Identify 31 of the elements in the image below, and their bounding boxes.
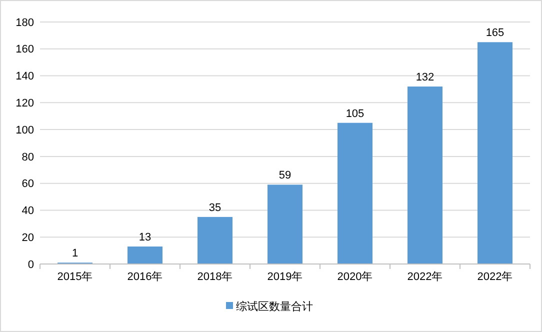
y-tick-label: 180: [16, 16, 34, 29]
y-tick-label: 140: [16, 70, 34, 83]
legend-label: 综试区数量合计: [236, 300, 313, 313]
x-tick-label: 2022年: [407, 271, 443, 283]
x-tick-label: 2022年: [477, 271, 513, 283]
x-tick-label: 2015年: [57, 271, 93, 283]
y-tick-label: 80: [22, 151, 34, 164]
y-tick-label: 40: [22, 205, 34, 218]
y-tick-label: 60: [22, 178, 34, 190]
bar: [128, 246, 162, 264]
bar: [198, 216, 232, 264]
data-label: 105: [346, 108, 364, 120]
data-label: 132: [416, 72, 434, 84]
data-label: 35: [208, 202, 222, 214]
y-tick-label: 160: [16, 44, 34, 56]
data-label: 13: [138, 232, 152, 244]
y-tick-label: 20: [22, 232, 34, 244]
bar: [478, 42, 512, 264]
x-tick-label: 2019年: [267, 271, 303, 283]
x-tick-label: 2016年: [127, 271, 163, 283]
x-tick-label: 2020年: [337, 271, 373, 283]
bar: [408, 86, 442, 264]
y-tick-label: 120: [16, 98, 34, 110]
bar: [268, 184, 302, 264]
data-label: 165: [486, 27, 504, 40]
bar: [338, 122, 372, 264]
x-tick-label: 2018年: [197, 271, 233, 283]
y-tick-label: 0: [28, 258, 34, 271]
data-label: 1: [72, 248, 78, 260]
y-tick-label: 100: [16, 124, 34, 136]
data-label: 59: [278, 170, 292, 182]
